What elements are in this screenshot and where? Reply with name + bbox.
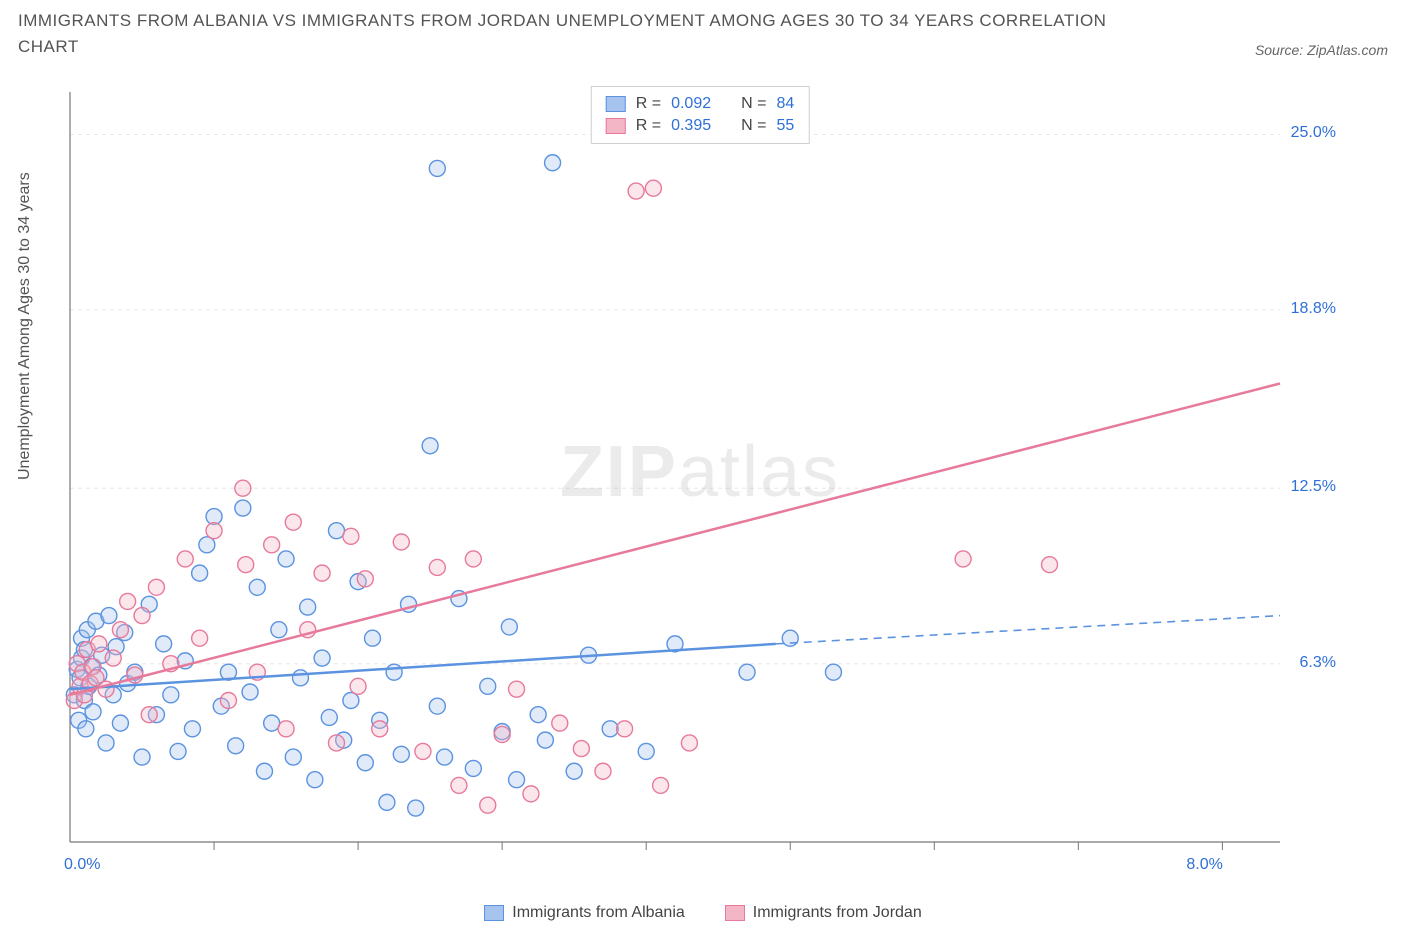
- y-tick-label: 12.5%: [1290, 478, 1336, 496]
- r-label: R =: [636, 93, 661, 115]
- title-bar: IMMIGRANTS FROM ALBANIA VS IMMIGRANTS FR…: [18, 8, 1388, 60]
- x-tick-label: 8.0%: [1186, 856, 1222, 874]
- stats-row: R = 0.395 N = 55: [606, 115, 795, 137]
- legend-swatch: [606, 96, 626, 112]
- legend-swatch: [484, 905, 504, 921]
- legend-item: Immigrants from Jordan: [725, 904, 922, 922]
- r-value: 0.092: [671, 93, 711, 115]
- legend-label: Immigrants from Albania: [512, 904, 685, 922]
- r-value: 0.395: [671, 115, 711, 137]
- stats-row: R = 0.092 N = 84: [606, 93, 795, 115]
- x-tick-label: 0.0%: [64, 856, 100, 874]
- n-value: 84: [776, 93, 794, 115]
- n-label: N =: [741, 115, 766, 137]
- chart-title: IMMIGRANTS FROM ALBANIA VS IMMIGRANTS FR…: [18, 8, 1118, 60]
- bottom-legend: Immigrants from Albania Immigrants from J…: [0, 904, 1406, 926]
- legend-item: Immigrants from Albania: [484, 904, 685, 922]
- y-tick-label: 25.0%: [1290, 124, 1336, 142]
- scatter-plot-svg: [60, 82, 1340, 862]
- y-axis-label: Unemployment Among Ages 30 to 34 years: [16, 172, 34, 480]
- source-label: Source: ZipAtlas.com: [1255, 42, 1388, 58]
- stats-box: R = 0.092 N = 84 R = 0.395 N = 55: [591, 86, 810, 144]
- n-label: N =: [741, 93, 766, 115]
- y-tick-label: 6.3%: [1290, 654, 1336, 672]
- y-tick-label: 18.8%: [1290, 300, 1336, 318]
- legend-swatch: [725, 905, 745, 921]
- legend-label: Immigrants from Jordan: [753, 904, 922, 922]
- legend-swatch: [606, 118, 626, 134]
- r-label: R =: [636, 115, 661, 137]
- chart-area: ZIPatlas R =0.092N =84R =0.395N =55 6.3%…: [60, 82, 1340, 862]
- n-value: 55: [776, 115, 794, 137]
